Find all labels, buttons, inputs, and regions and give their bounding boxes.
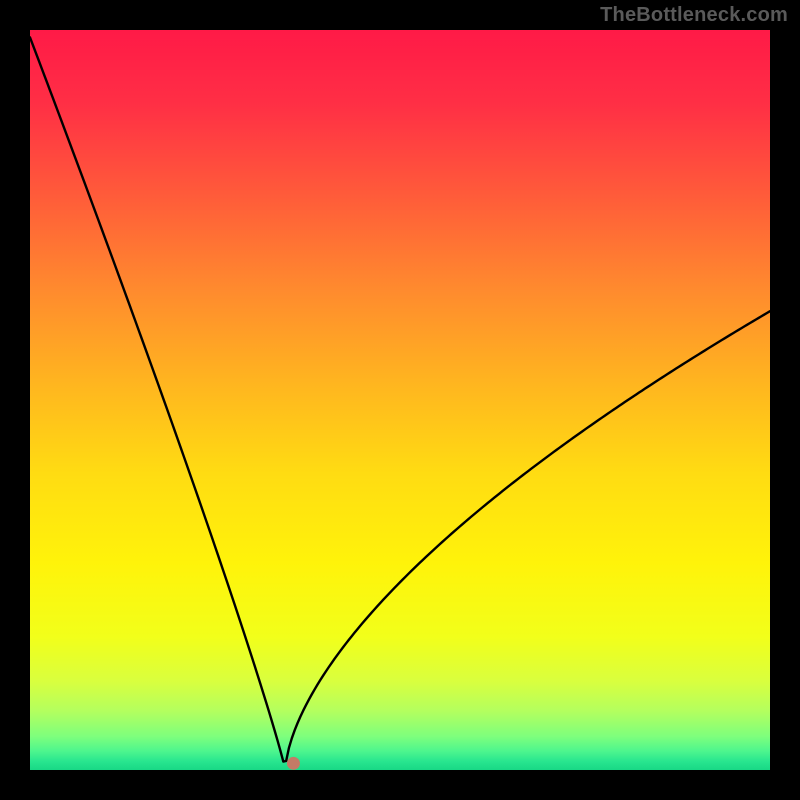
bottleneck-chart — [0, 0, 800, 800]
optimal-point-marker — [287, 757, 300, 770]
chart-container: TheBottleneck.com — [0, 0, 800, 800]
plot-area — [30, 30, 770, 770]
